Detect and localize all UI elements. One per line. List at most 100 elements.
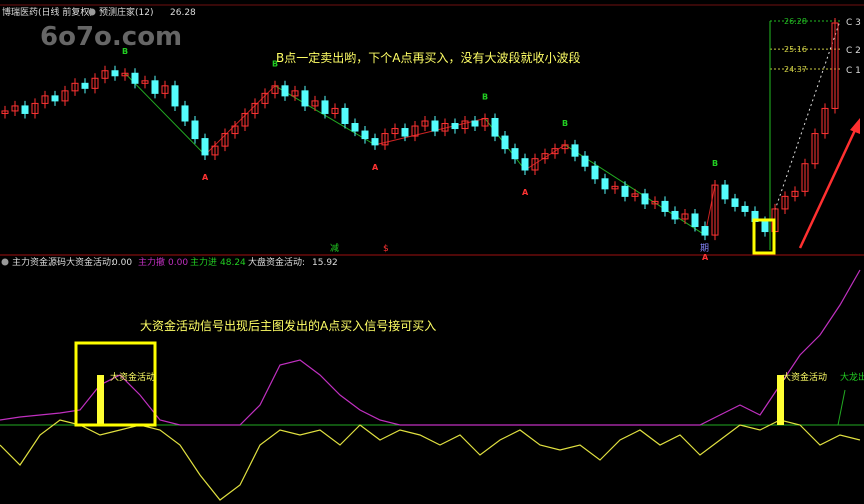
candle [321, 100, 329, 114]
signal-marker-a: A [702, 253, 709, 262]
candle [821, 107, 829, 135]
candle [11, 105, 19, 112]
candle [701, 226, 709, 236]
highlight-box-signal [74, 341, 157, 427]
main-force-line [0, 269, 861, 426]
candle [831, 22, 839, 109]
highlight-box-price [752, 218, 776, 255]
candle [661, 200, 669, 212]
stock-title: 博瑞医药(日线 前复权) [2, 6, 93, 18]
price-level-tag: C 1 [846, 66, 861, 76]
trend-arrow [798, 127, 858, 249]
candle [591, 165, 599, 180]
candle [171, 85, 179, 107]
signal-label-1: 大资金活动 [110, 371, 155, 383]
candle [481, 117, 489, 127]
candle [261, 92, 269, 104]
candle [311, 100, 319, 107]
candle [401, 128, 409, 137]
candle [571, 144, 579, 157]
candle [581, 155, 589, 167]
sub-in-value: 48.24 [220, 258, 246, 268]
candle [21, 105, 29, 114]
candle [361, 130, 369, 140]
annotation-top: B点一定卖出哟，下个A点再买入，没有大波段就收小波段 [276, 50, 580, 65]
candle [341, 107, 349, 125]
signal-marker-a: A [372, 163, 379, 172]
sub-indicator-icon [1, 258, 9, 266]
signal-marker-b: B [272, 60, 278, 69]
candle [1, 110, 9, 114]
candle [651, 200, 659, 205]
candle [231, 125, 239, 135]
indicator-value: 26.28 [170, 8, 196, 18]
candle [131, 72, 139, 84]
wave-line [374, 118, 486, 146]
candle [71, 82, 79, 92]
indicator-icon [88, 8, 96, 16]
candle [641, 193, 649, 205]
candle [201, 138, 209, 156]
projection-line [774, 20, 841, 211]
candle [371, 138, 379, 146]
candle [301, 90, 309, 107]
arrow-head [850, 118, 860, 134]
candle [711, 184, 719, 236]
dragon-line [837, 389, 846, 426]
candle [61, 90, 69, 102]
price-level-value: 25.16 [784, 45, 807, 54]
candle [611, 185, 619, 190]
candle [561, 144, 569, 150]
oscillator-line [0, 419, 861, 501]
price-level-value: 24.37 [784, 65, 807, 74]
signal-marker-a: A [522, 188, 529, 197]
candle [381, 133, 389, 146]
wave-line [124, 72, 206, 156]
sub-market-value: 15.92 [312, 258, 338, 268]
candle [421, 120, 429, 127]
candle [81, 82, 89, 89]
sub-name: 主力资金源码 [12, 256, 66, 268]
candle [181, 105, 189, 122]
candle [601, 178, 609, 190]
candle [121, 72, 129, 77]
candle [721, 184, 729, 200]
candle [491, 117, 499, 137]
candle [781, 195, 789, 210]
price-level-tag: C 3 [846, 18, 861, 28]
big-money-bar [97, 375, 104, 425]
bottom-marker-1: 减 [330, 242, 339, 254]
signal-marker-b: B [562, 119, 568, 128]
candle [391, 128, 399, 135]
sub-out-label: 主力撤 [138, 256, 165, 268]
candle [741, 205, 749, 212]
signal-label-2: 大资金活动 [782, 371, 827, 383]
candle [811, 133, 819, 165]
candle [191, 120, 199, 140]
candle [681, 213, 689, 220]
candle [761, 221, 769, 233]
candle [621, 185, 629, 197]
candle [461, 120, 469, 130]
candle [731, 198, 739, 207]
sub-big-label: 大资金活动: [66, 256, 114, 268]
sub-out-value: 0.00 [168, 258, 188, 268]
candle [291, 90, 299, 97]
signal-marker-b: B [712, 159, 718, 168]
candle [211, 145, 219, 156]
annotation-bottom: 大资金活动信号出现后主图发出的A点买入信号接可买入 [140, 318, 436, 333]
candle [151, 80, 159, 94]
indicator-name: 预测庄家(12) [99, 6, 153, 18]
candle [51, 95, 59, 102]
candle [141, 80, 149, 84]
candle [221, 133, 229, 147]
candle [111, 70, 119, 77]
big-money-bar [777, 375, 784, 425]
candle [791, 190, 799, 197]
wave-line [204, 85, 276, 156]
signal-marker-a: A [202, 173, 209, 182]
signal-marker-b: B [122, 47, 128, 56]
candle [691, 213, 699, 228]
